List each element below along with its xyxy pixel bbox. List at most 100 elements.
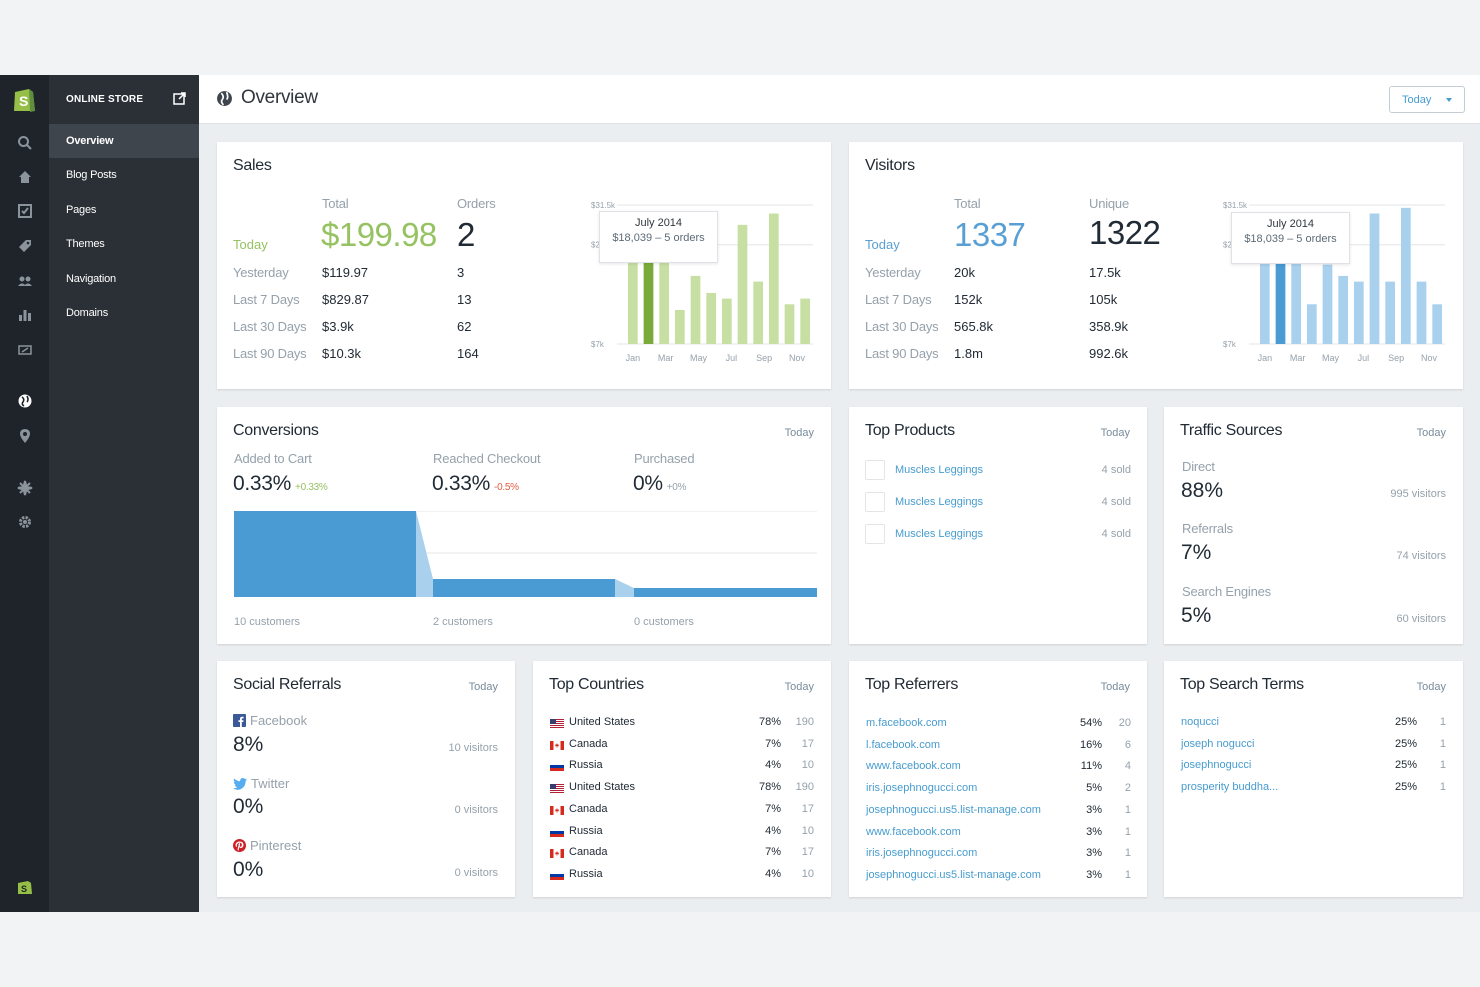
traffic-source-label: Search Engines xyxy=(1182,584,1271,599)
customers-icon[interactable] xyxy=(15,271,34,290)
product-link[interactable]: Muscles Leggings xyxy=(895,528,984,540)
ru-flag-icon xyxy=(550,762,564,772)
chart-bar[interactable] xyxy=(1416,281,1427,344)
search-term-link[interactable]: josephnogucci xyxy=(1181,759,1252,771)
date-range-select[interactable]: Today xyxy=(1389,86,1465,113)
chart-bar[interactable] xyxy=(768,213,779,344)
sidebar-item-themes[interactable]: Themes xyxy=(66,238,105,250)
referrer-link[interactable]: m.facebook.com xyxy=(866,717,947,729)
referrer-link[interactable]: josephnogucci.us5.list-manage.com xyxy=(866,803,1041,816)
chart-bar[interactable] xyxy=(627,247,638,344)
top-products-card: Top Products Today Muscles Leggings 4 so… xyxy=(849,407,1147,644)
chart-bar[interactable] xyxy=(674,309,685,344)
sidebar-nav: ONLINE STORE Overview Blog Posts Pages T… xyxy=(49,75,199,912)
sidebar-item-overview[interactable]: Overview xyxy=(49,124,199,158)
chart-bar[interactable] xyxy=(1259,247,1270,344)
orders-icon[interactable] xyxy=(15,201,34,220)
row-percent: 7% xyxy=(765,802,781,815)
chart-bar[interactable] xyxy=(1353,281,1364,344)
row-percent: 78% xyxy=(758,716,781,728)
twitter-icon xyxy=(233,777,247,790)
online-store-icon[interactable] xyxy=(15,391,34,410)
chart-bar[interactable] xyxy=(1306,304,1317,344)
store-account-icon[interactable]: S xyxy=(16,878,33,896)
visitors-row-label: Last 7 Days xyxy=(865,292,932,307)
sales-chart-tooltip: July 2014 $18,039 – 5 orders xyxy=(599,211,718,263)
tag-icon[interactable] xyxy=(15,236,34,255)
reports-icon[interactable] xyxy=(15,305,34,324)
chart-bar[interactable] xyxy=(753,281,764,344)
chart-bar[interactable] xyxy=(659,224,670,344)
product-link[interactable]: Muscles Leggings xyxy=(895,496,984,508)
referrer-link[interactable]: l.facebook.com xyxy=(866,738,940,751)
chart-bar[interactable] xyxy=(706,292,717,344)
referrer-link[interactable]: josephnogucci.us5.list-manage.com xyxy=(866,868,1041,881)
row-count: 1 xyxy=(1124,825,1131,838)
chart-bar[interactable] xyxy=(1400,207,1411,344)
chart-bar[interactable] xyxy=(721,298,732,344)
referrer-link[interactable]: iris.josephnogucci.com xyxy=(866,847,978,860)
x-tick-label: May xyxy=(690,353,708,363)
home-icon[interactable] xyxy=(15,167,34,186)
chart-bar[interactable] xyxy=(1291,224,1302,344)
location-pin-icon[interactable] xyxy=(15,426,34,445)
external-link-icon[interactable] xyxy=(173,92,186,105)
sales-row-orders: 62 xyxy=(457,319,472,334)
chart-bar[interactable] xyxy=(643,244,654,344)
search-term-link[interactable]: joseph nogucci xyxy=(1181,737,1255,750)
sales-row-label: Yesterday xyxy=(233,265,289,280)
referrer-link[interactable]: iris.josephnogucci.com xyxy=(866,782,978,795)
search-term-link[interactable]: prosperity buddha... xyxy=(1181,780,1279,793)
row-percent: 3% xyxy=(1086,825,1102,838)
shopify-logo-icon[interactable]: S xyxy=(11,85,37,113)
row-count: 190 xyxy=(795,781,814,794)
conversion-stage-label: Purchased xyxy=(634,451,695,466)
apps-icon[interactable] xyxy=(15,478,34,497)
chart-bar[interactable] xyxy=(1432,304,1443,344)
product-link[interactable]: Muscles Leggings xyxy=(895,464,984,476)
row-percent: 25% xyxy=(1394,737,1417,750)
row-percent: 4% xyxy=(765,824,781,837)
ca-flag-icon xyxy=(550,805,564,815)
sales-row-total: $10.3k xyxy=(322,346,362,361)
top-products-title: Top Products xyxy=(865,422,955,439)
visitors-row-total: 152k xyxy=(954,292,983,307)
chart-bar[interactable] xyxy=(800,298,811,344)
search-icon[interactable] xyxy=(15,133,34,152)
sales-today-total: $199.98 xyxy=(321,216,437,253)
sidebar-item-domains[interactable]: Domains xyxy=(66,307,109,319)
row-percent: 25% xyxy=(1394,716,1417,728)
ca-flag-icon xyxy=(550,740,564,750)
traffic-source-value: 88% xyxy=(1181,479,1224,502)
chart-bar[interactable] xyxy=(784,304,795,344)
chart-bar[interactable] xyxy=(1338,275,1349,344)
visitors-row-label: Last 30 Days xyxy=(865,319,939,334)
sales-row-label: Last 7 Days xyxy=(233,292,300,307)
visitors-row-unique: 105k xyxy=(1089,292,1118,307)
settings-gear-icon[interactable] xyxy=(15,512,34,531)
chart-bar[interactable] xyxy=(1275,244,1286,344)
referrer-link[interactable]: www.facebook.com xyxy=(866,825,961,838)
chart-bar[interactable] xyxy=(1322,264,1333,344)
product-thumbnail xyxy=(865,492,885,512)
referrer-link[interactable]: www.facebook.com xyxy=(866,760,961,773)
sidebar-item-navigation[interactable]: Navigation xyxy=(66,273,116,285)
chart-bar[interactable] xyxy=(1369,213,1380,344)
sales-row-orders: 164 xyxy=(457,346,479,361)
search-term-link[interactable]: noqucci xyxy=(1181,716,1219,728)
globe-icon xyxy=(217,91,232,106)
x-tick-label: Nov xyxy=(1421,353,1438,363)
discounts-icon[interactable] xyxy=(15,340,34,359)
facebook-icon xyxy=(233,714,246,727)
visitors-row-unique: 992.6k xyxy=(1089,346,1129,361)
sidebar-item-pages[interactable]: Pages xyxy=(66,204,97,216)
visitors-chart-tooltip: July 2014 $18,039 – 5 orders xyxy=(1231,212,1350,264)
sales-row-orders: 3 xyxy=(457,265,465,280)
chart-bar[interactable] xyxy=(737,224,748,344)
sidebar-item-blog-posts[interactable]: Blog Posts xyxy=(66,169,117,181)
country-name: United States xyxy=(569,781,636,794)
chart-bar[interactable] xyxy=(690,275,701,344)
conversion-stage-label: Reached Checkout xyxy=(433,451,541,466)
chart-bar[interactable] xyxy=(1385,281,1396,344)
